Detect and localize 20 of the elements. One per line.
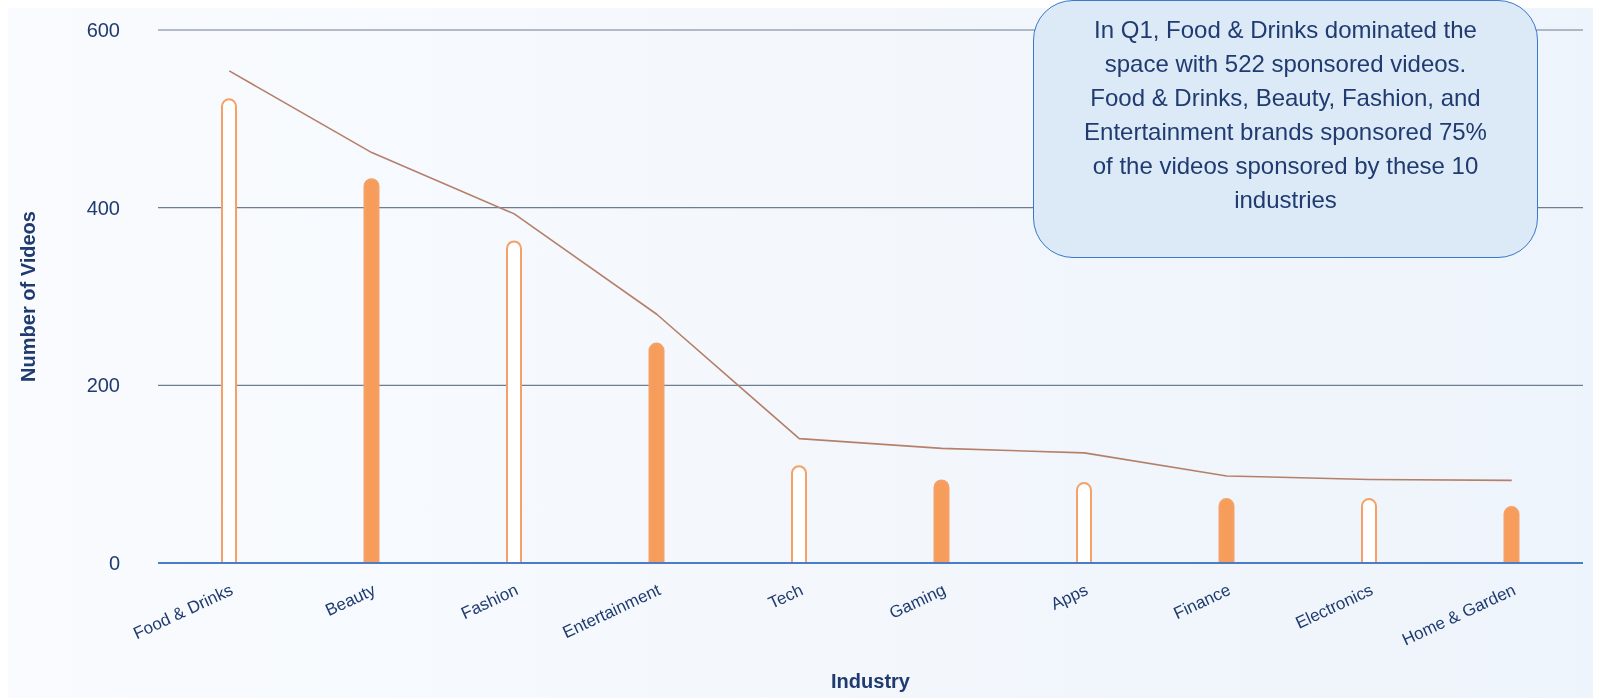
callout-box: In Q1, Food & Drinks dominated the space with 522 sponsored videos. Food & Drinks, Beauty, Fashion, and Entertainment brands sponsored 75% of the videos sponsored by these 10 industries — [1033, 0, 1538, 258]
bar — [1076, 482, 1092, 563]
bar — [1503, 506, 1520, 563]
bar — [791, 465, 807, 563]
y-tick-label: 400 — [86, 196, 120, 219]
bar — [221, 98, 237, 563]
bar — [1361, 498, 1377, 563]
bar — [506, 240, 522, 563]
y-tick-label: 600 — [86, 19, 120, 42]
x-tick-label: Food & Drinks — [130, 580, 237, 644]
bar — [648, 342, 665, 563]
x-axis-title: Industry — [831, 670, 911, 692]
bar — [933, 479, 950, 563]
x-tick-label: Apps — [1047, 580, 1092, 614]
bar — [363, 178, 380, 563]
y-tick-label: 200 — [86, 374, 120, 397]
y-axis-title: Number of Videos — [17, 211, 40, 382]
x-tick-label: Tech — [765, 580, 807, 613]
y-tick-label: 0 — [108, 552, 120, 575]
bar — [1218, 498, 1235, 563]
